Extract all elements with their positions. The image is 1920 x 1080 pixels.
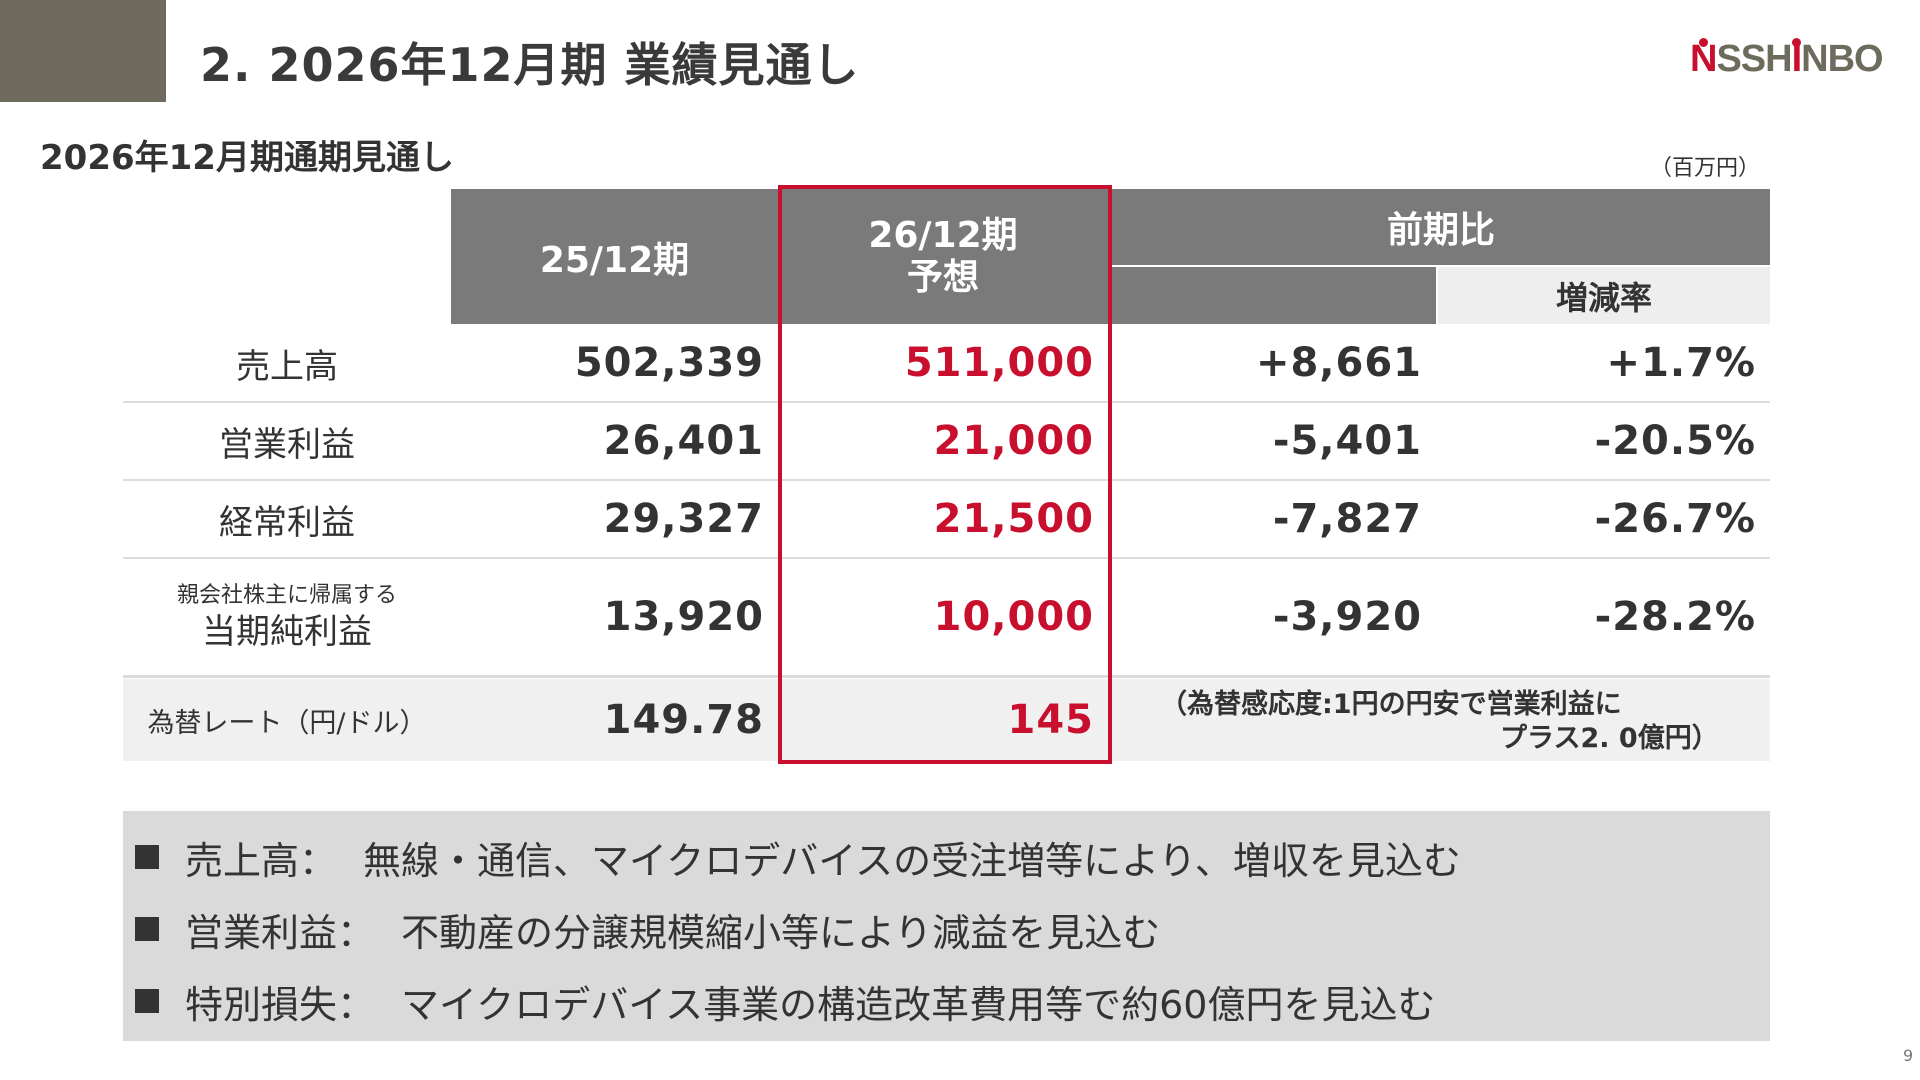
title-accent-block xyxy=(0,0,166,102)
row-label-sales: 売上高 xyxy=(236,346,338,387)
sales-prev: 502,339 xyxy=(574,340,764,386)
note-item-extraordinary-loss: 特別損失： マイクロデバイス事業の構造改革費用等で約60億円を見込む xyxy=(135,971,1435,1031)
page-title: 2. 2026年12月期 業績見通し xyxy=(200,38,860,92)
net-income-change: -3,920 xyxy=(1272,594,1422,640)
sales-forecast: 511,000 xyxy=(904,340,1094,386)
ordinary-profit-rate: -26.7% xyxy=(1594,496,1756,542)
row-label-ordinary-profit: 経常利益 xyxy=(219,502,355,543)
header-forecast: 26/12期 予想 xyxy=(778,189,1108,324)
ordinary-profit-change: -7,827 xyxy=(1272,496,1422,542)
net-income-label-small: 親会社株主に帰属する xyxy=(176,583,397,608)
fx-rate-forecast: 145 xyxy=(1007,697,1094,743)
row-label-operating-profit: 営業利益 xyxy=(219,424,355,465)
ordinary-profit-forecast: 21,500 xyxy=(933,496,1094,542)
net-income-label: 当期純利益 xyxy=(202,612,372,652)
net-income-rate: -28.2% xyxy=(1594,594,1756,640)
section-subtitle: 2026年12月期通期見通し xyxy=(40,138,454,178)
operating-profit-prev: 26,401 xyxy=(603,418,764,464)
row-divider xyxy=(123,557,1770,559)
fx-rate-prev: 149.78 xyxy=(603,697,764,743)
square-bullet-icon xyxy=(135,989,159,1013)
operating-profit-change: -5,401 xyxy=(1272,418,1422,464)
row-divider xyxy=(123,401,1770,403)
header-yoy-change-blank xyxy=(1112,267,1436,324)
page-number: 9 xyxy=(1903,1046,1914,1065)
header-prev-period: 25/12期 xyxy=(451,189,778,324)
net-income-prev: 13,920 xyxy=(603,594,764,640)
fx-sensitivity-note: （為替感応度:1円の円安で営業利益に プラス2. 0億円） xyxy=(1160,689,1719,754)
sales-rate: +1.7% xyxy=(1606,340,1756,386)
row-label-fx-rate: 為替レート（円/ドル） xyxy=(147,707,427,739)
net-income-forecast: 10,000 xyxy=(933,594,1094,640)
note-item-sales: 売上高： 無線・通信、マイクロデバイスの受注増等により、増収を見込む xyxy=(135,827,1461,887)
header-yoy: 前期比 xyxy=(1112,189,1770,265)
row-label-net-income: 親会社株主に帰属する 当期純利益 xyxy=(123,559,451,675)
nisshinbo-logo: NSSHINBO xyxy=(1690,38,1884,80)
notes-box xyxy=(123,811,1770,1041)
operating-profit-forecast: 21,000 xyxy=(933,418,1094,464)
note-item-operating-profit: 営業利益： 不動産の分譲規模縮小等により減益を見込む xyxy=(135,899,1160,959)
square-bullet-icon xyxy=(135,917,159,941)
fx-row-background xyxy=(123,679,1770,761)
sales-change: +8,661 xyxy=(1255,340,1422,386)
operating-profit-rate: -20.5% xyxy=(1594,418,1756,464)
row-divider xyxy=(123,479,1770,481)
row-divider xyxy=(123,675,1770,678)
square-bullet-icon xyxy=(135,845,159,869)
ordinary-profit-prev: 29,327 xyxy=(603,496,764,542)
unit-note: （百万円） xyxy=(1650,156,1761,181)
header-yoy-rate: 増減率 xyxy=(1438,267,1770,324)
